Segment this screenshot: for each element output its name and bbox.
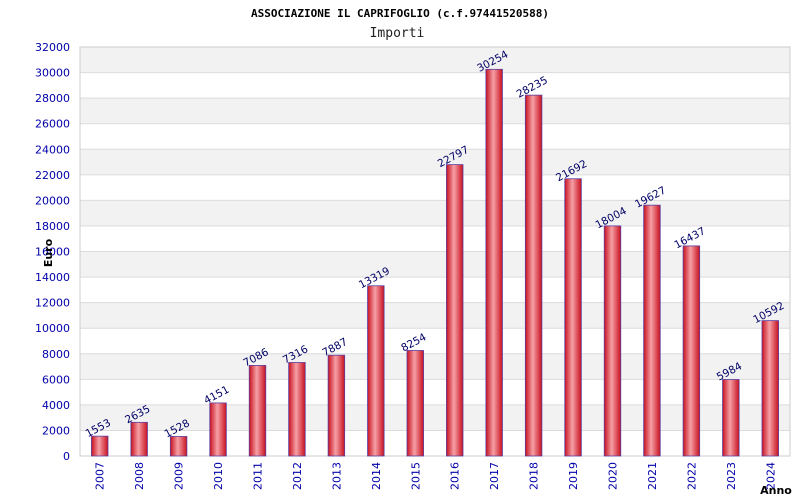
y-axis-label: Euro — [42, 238, 55, 267]
grid-band — [80, 200, 790, 226]
x-tick-label-2017: 2017 — [488, 462, 501, 490]
x-tick-label-2022: 2022 — [685, 462, 698, 490]
y-tick-label: 14000 — [35, 271, 70, 284]
chart-subtitle: Importi — [370, 26, 425, 41]
y-tick-label: 16000 — [35, 246, 70, 259]
y-tick-label: 28000 — [35, 92, 70, 105]
bar-2021 — [643, 204, 661, 457]
x-tick-label-2019: 2019 — [567, 462, 580, 490]
bar-2015 — [406, 350, 424, 457]
x-tick-label-2007: 2007 — [94, 462, 107, 490]
grid-band — [80, 302, 790, 329]
x-tick-label-2014: 2014 — [370, 462, 383, 490]
x-tick-label-2009: 2009 — [173, 462, 186, 490]
x-tick-label-2008: 2008 — [133, 462, 146, 490]
x-tick-label-2018: 2018 — [528, 462, 541, 490]
bar-2024 — [761, 320, 779, 457]
x-axis-ticks: 2007 2008 2009 2010 2011 2012 2013 2014 2015 2016… — [94, 462, 778, 490]
y-tick-label: 30000 — [35, 67, 70, 80]
y-axis-ticks: 0 2000 4000 6000 8000 10000 12000 14000 16000 180… — [35, 41, 70, 463]
grid-band — [80, 404, 790, 431]
x-tick-label-2013: 2013 — [330, 462, 343, 490]
grid-band — [80, 251, 790, 278]
bar-2017 — [485, 68, 503, 457]
y-tick-label: 8000 — [42, 348, 70, 361]
grid-bands — [79, 46, 791, 457]
bar-2008 — [130, 421, 148, 457]
x-tick-label-2012: 2012 — [291, 462, 304, 490]
grid-band — [80, 149, 790, 175]
chart-title: ASSOCIAZIONE IL CAPRIFOGLIO (c.f.9744152… — [251, 7, 549, 20]
bar-2018 — [524, 94, 543, 457]
y-tick-label: 12000 — [35, 297, 70, 310]
bar-2022 — [682, 245, 701, 457]
bar-2010 — [209, 402, 227, 457]
x-tick-label-2024: 2024 — [764, 462, 777, 490]
bar-2023 — [722, 379, 740, 457]
y-tick-label: 2000 — [42, 424, 70, 437]
bar-2019 — [564, 178, 582, 457]
x-tick-label-2016: 2016 — [449, 462, 462, 490]
bar-2016 — [446, 164, 464, 457]
y-tick-label: 22000 — [35, 169, 70, 182]
bar-2020 — [603, 225, 622, 457]
y-tick-label: 6000 — [42, 373, 70, 386]
x-tick-label-2021: 2021 — [646, 462, 659, 490]
grid-band — [80, 47, 790, 73]
x-tick-label-2023: 2023 — [725, 462, 738, 490]
y-tick-label: 24000 — [35, 143, 70, 156]
y-tick-label: 26000 — [35, 118, 70, 131]
y-tick-label: 4000 — [42, 399, 70, 412]
y-tick-label: 20000 — [35, 194, 70, 207]
x-axis-label: Anno — [760, 484, 792, 497]
bar-2011 — [248, 365, 267, 457]
x-tick-label-2020: 2020 — [607, 462, 620, 490]
grid-band — [80, 98, 790, 124]
y-tick-label: 18000 — [35, 220, 70, 233]
x-tick-label-2015: 2015 — [409, 462, 422, 490]
bar-2007 — [91, 435, 109, 457]
y-tick-label: 10000 — [35, 322, 70, 335]
plot-frame — [79, 46, 791, 457]
bar-2012 — [288, 362, 306, 457]
bar-2013 — [327, 354, 346, 457]
bar-2014 — [367, 285, 385, 457]
y-tick-label: 0 — [63, 450, 70, 463]
x-tick-label-2010: 2010 — [212, 462, 225, 490]
bar-2009 — [169, 436, 188, 457]
x-tick-label-2011: 2011 — [252, 462, 265, 490]
y-tick-label: 32000 — [35, 41, 70, 54]
grid-band — [80, 353, 790, 380]
